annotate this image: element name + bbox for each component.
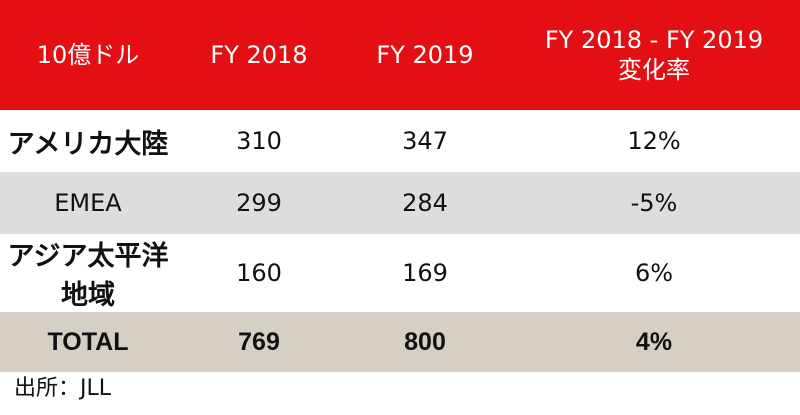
revenue-table: 10億ドル FY 2018 FY 2019 FY 2018 - FY 2019 …	[0, 0, 800, 372]
region-cell: アメリカ大陸	[0, 110, 176, 172]
total-label-cell: TOTAL	[0, 312, 176, 372]
change-cell: 12%	[508, 110, 800, 172]
fy2018-cell: 310	[176, 110, 342, 172]
fy2019-cell: 284	[342, 172, 508, 234]
header-change: FY 2018 - FY 2019 変化率	[508, 0, 800, 110]
header-unit-label: 10億ドル	[36, 41, 140, 69]
region-cell: EMEA	[0, 172, 176, 234]
header-change-label-line2: 変化率	[618, 56, 690, 84]
data-table-container: 10億ドル FY 2018 FY 2019 FY 2018 - FY 2019 …	[0, 0, 800, 372]
total-fy2019-cell: 800	[342, 312, 508, 372]
table-row: アジア太平洋地域 160 169 6%	[0, 234, 800, 312]
source-note: 出所：JLL	[14, 376, 112, 401]
fy2019-cell: 169	[342, 234, 508, 312]
total-change-cell: 4%	[508, 312, 800, 372]
header-fy2018: FY 2018	[176, 0, 342, 110]
header-unit: 10億ドル	[0, 0, 176, 110]
table-row: アメリカ大陸 310 347 12%	[0, 110, 800, 172]
table-row: EMEA 299 284 -5%	[0, 172, 800, 234]
header-change-label-line1: FY 2018 - FY 2019	[544, 26, 764, 54]
header-fy2019: FY 2019	[342, 0, 508, 110]
total-fy2018-cell: 769	[176, 312, 342, 372]
change-cell: 6%	[508, 234, 800, 312]
fy2018-cell: 160	[176, 234, 342, 312]
region-cell: アジア太平洋地域	[0, 234, 176, 312]
fy2018-cell: 299	[176, 172, 342, 234]
fy2019-cell: 347	[342, 110, 508, 172]
header-row: 10億ドル FY 2018 FY 2019 FY 2018 - FY 2019 …	[0, 0, 800, 110]
change-cell: -5%	[508, 172, 800, 234]
header-fy2018-label: FY 2018	[210, 41, 308, 69]
header-fy2019-label: FY 2019	[376, 41, 474, 69]
total-row: TOTAL 769 800 4%	[0, 312, 800, 372]
